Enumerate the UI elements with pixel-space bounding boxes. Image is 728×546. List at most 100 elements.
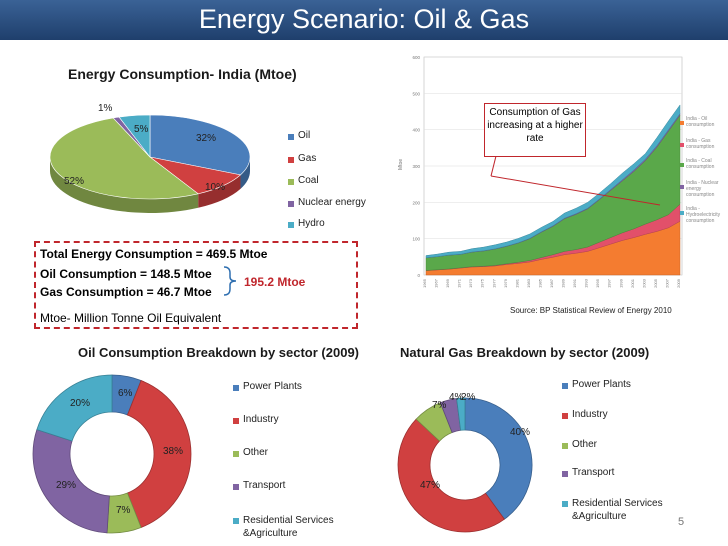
slide-title: Energy Scenario: Oil & Gas (198, 4, 530, 34)
consumption-totals-box: Total Energy Consumption = 469.5 Mtoe Oi… (34, 241, 358, 329)
legend-coal: Coal (298, 175, 319, 186)
area-xtick: 1995 (595, 278, 600, 288)
oil-gas-sum: 195.2 Mtoe (244, 275, 306, 289)
pie-slice-coal (49, 117, 199, 200)
area-xtick: 1989 (561, 278, 566, 288)
pie-side-1 (198, 174, 241, 208)
legend-area-hydro: India - Hydroelectricity consumption (686, 206, 721, 224)
oil-legend-swatch-power (233, 385, 239, 391)
area-xtick: 2001 (630, 278, 635, 288)
area-xtick: 1983 (526, 278, 531, 288)
donut2-segment-4 (456, 397, 466, 431)
page-number: 5 (678, 516, 685, 528)
legend-swatch-coal (288, 179, 294, 185)
pie-slice-oil (149, 114, 251, 176)
legend-swatch-gas (288, 157, 294, 163)
oil-label-power: 6% (118, 388, 133, 399)
oil-legend-swatch-other (233, 451, 239, 457)
oil-sector-doughnut (32, 374, 192, 534)
legend-swatch-area-nuclear (680, 185, 684, 189)
oil-legend-other: Other (243, 447, 269, 458)
donut1-segment-1 (126, 380, 192, 528)
gas-sector-doughnut (397, 397, 533, 533)
legend-area-coal: India - Coal consumption (686, 158, 715, 170)
legend-area-oil: India - Oil consumption (686, 116, 715, 128)
area-ytick: 300 (412, 164, 420, 169)
legend-nuclear: Nuclear energy (298, 197, 366, 208)
gas-legend-swatch-residential (562, 501, 568, 507)
area-xtick: 1979 (503, 278, 508, 288)
oil-consumption: Oil Consumption = 148.5 Mtoe (40, 267, 212, 281)
donut1-segment-3 (32, 429, 110, 534)
pie-label-gas: 10% (205, 182, 226, 193)
gas-consumption: Gas Consumption = 46.7 Mtoe (40, 285, 212, 299)
title-banner (0, 0, 728, 40)
area-xtick: 1977 (491, 278, 496, 288)
legend-area-gas: India - Gas consumption (686, 138, 715, 150)
oil-legend-swatch-industry (233, 418, 239, 424)
area-ytick: 0 (417, 273, 420, 278)
area-ytick: 600 (412, 55, 420, 60)
pie-side-0 (240, 157, 250, 189)
legend-gas: Gas (298, 153, 317, 164)
pie-label-coal: 52% (64, 176, 85, 187)
pie-label-nuclear: 1% (98, 103, 113, 114)
legend-area-nuclear: India - Nuclear energy consumption (686, 180, 719, 198)
legend-swatch-area-gas (680, 143, 684, 147)
legend-hydro: Hydro (298, 218, 325, 229)
area-ytick: 400 (412, 128, 420, 133)
gas-annotation-text: Consumption of Gas increasing at a highe… (487, 107, 583, 144)
oil-legend-power: Power Plants (243, 381, 302, 392)
area-xtick: 2003 (641, 278, 646, 288)
oil-legend-transport: Transport (243, 480, 286, 491)
annotation-pointer (490, 175, 661, 206)
area-xtick: 1999 (618, 278, 623, 288)
gas-legend-transport: Transport (572, 467, 615, 478)
area-xtick: 1991 (572, 278, 577, 288)
gas-label-industry: 47% (420, 480, 441, 491)
area-xtick: 1967 (434, 278, 439, 288)
legend-swatch-area-hydro (680, 211, 684, 215)
legend-swatch-oil (288, 134, 294, 140)
oil-label-transport: 29% (56, 480, 77, 491)
oil-label-other: 7% (116, 505, 131, 516)
gas-doughnut-title: Natural Gas Breakdown by sector (2009) (400, 345, 650, 360)
donut1-segment-4 (36, 374, 113, 442)
legend-swatch-area-coal (680, 163, 684, 167)
oil-legend-industry: Industry (243, 414, 279, 425)
gas-label-residential: 2% (461, 392, 476, 403)
gas-legend-swatch-power (562, 383, 568, 389)
area-xtick: 2005 (653, 278, 658, 288)
area-xtick: 1997 (607, 278, 612, 288)
area-xtick: 2009 (676, 278, 681, 288)
energy-pie-title: Energy Consumption- India (Mtoe) (68, 66, 297, 82)
area-ytick: 100 (412, 237, 420, 242)
area-xtick: 1993 (584, 278, 589, 288)
legend-swatch-hydro (288, 222, 294, 228)
oil-label-industry: 38% (163, 446, 184, 457)
area-ylabel: Mtoe (398, 159, 404, 170)
gas-legend-other: Other (572, 439, 598, 450)
area-ytick: 500 (412, 91, 420, 96)
gas-legend-residential: Residential Services &Agriculture (572, 498, 663, 522)
gas-legend-swatch-industry (562, 413, 568, 419)
oil-legend-swatch-residential (233, 518, 239, 524)
area-xtick: 1987 (549, 278, 554, 288)
gas-label-power: 40% (510, 427, 531, 438)
area-xtick: 1985 (537, 278, 542, 288)
area-xtick: 1965 (422, 278, 427, 288)
oil-doughnut-title: Oil Consumption Breakdown by sector (200… (78, 345, 359, 360)
total-consumption: Total Energy Consumption = 469.5 Mtoe (40, 247, 268, 261)
pie-label-oil: 32% (196, 133, 217, 144)
gas-legend-industry: Industry (572, 409, 608, 420)
gas-label-other: 7% (432, 400, 447, 411)
india-consumption-area-chart: 0 100 200 300 400 500 600 Mtoe 1965 1967 1969 1971 1… (398, 55, 683, 288)
area-xtick: 1975 (480, 278, 485, 288)
oil-label-residential: 20% (70, 398, 91, 409)
area-xtick: 1969 (445, 278, 450, 288)
area-xtick: 2007 (664, 278, 669, 288)
energy-consumption-pie (49, 114, 251, 214)
legend-oil: Oil (298, 130, 311, 141)
donut2-segment-1 (397, 418, 505, 533)
